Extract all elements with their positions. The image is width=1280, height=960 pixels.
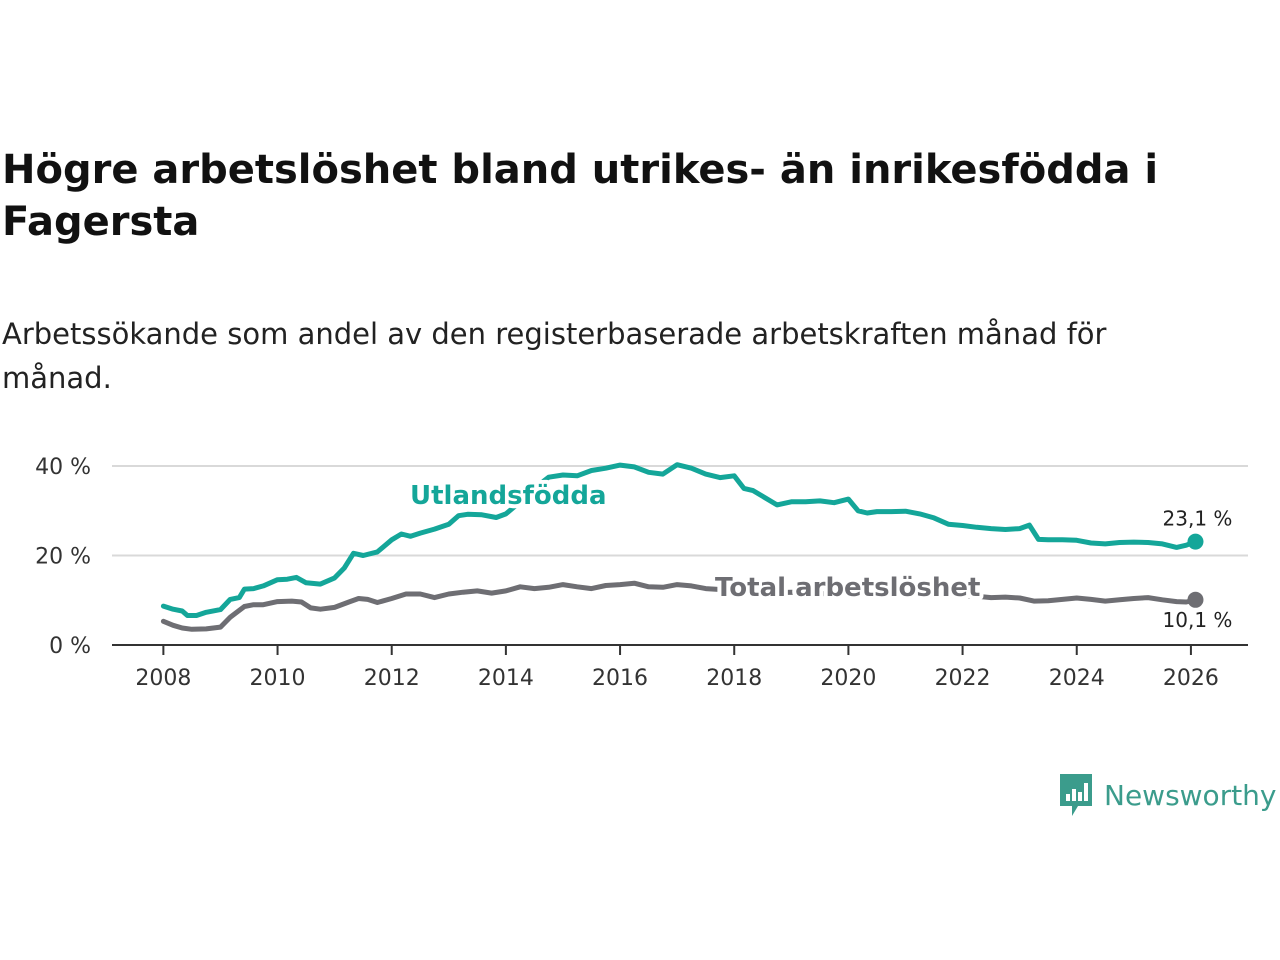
x-tick-label: 2014 <box>478 666 534 691</box>
brand-name: Newsworthy <box>1104 778 1277 812</box>
y-tick-label: 20 % <box>35 545 91 570</box>
x-tick-label: 2018 <box>706 666 762 691</box>
bar-chart-speech-bubble-icon <box>1060 774 1092 816</box>
series-label-utlandsfodda: Utlandsfödda <box>410 481 607 511</box>
axes: 0 % 20 % 40 % 2008 2010 2012 2014 2016 2018 2020 2… <box>35 455 1248 691</box>
end-value-utlandsfodda: 23,1 % <box>1163 507 1233 531</box>
end-value-total: 10,1 % <box>1163 608 1233 632</box>
series-lines <box>160 462 1204 632</box>
chart-subtitle: Arbetssökande som andel av den registerb… <box>2 317 1107 395</box>
newsworthy-logo: Newsworthy <box>1058 772 1277 818</box>
chart-title: Högre arbetslöshet bland utrikes- än inr… <box>2 147 1159 245</box>
series-line-total <box>160 580 1198 632</box>
x-tick-label: 2024 <box>1049 666 1105 691</box>
series-end-point <box>1187 533 1204 550</box>
y-tick-label: 0 % <box>49 634 91 659</box>
series-label-total: Total arbetslöshet <box>715 573 980 603</box>
x-tick-label: 2020 <box>820 666 876 691</box>
x-tick-label: 2008 <box>135 666 191 691</box>
y-tick-label: 40 % <box>35 455 91 480</box>
series-line-utlandsfodda <box>160 462 1198 618</box>
series-end-point <box>1187 591 1204 608</box>
x-tick-label: 2016 <box>592 666 648 691</box>
series-labels: Utlandsfödda Total arbetslöshet 23,1 % 10,1… <box>406 477 1233 632</box>
x-tick-label: 2022 <box>935 666 991 691</box>
x-tick-label: 2012 <box>364 666 420 691</box>
line-chart: 0 % 20 % 40 % 2008 2010 2012 2014 2016 2018 2020 2… <box>35 455 1248 691</box>
x-tick-label: 2010 <box>250 666 306 691</box>
x-tick-label: 2026 <box>1163 666 1219 691</box>
